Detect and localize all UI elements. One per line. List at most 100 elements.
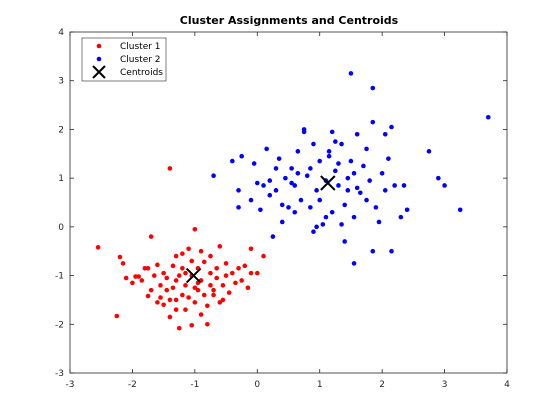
data-point <box>373 205 379 210</box>
legend-label: Centroids <box>120 68 163 78</box>
data-point <box>261 183 266 188</box>
data-point <box>354 132 360 137</box>
data-point <box>389 248 394 254</box>
data-point <box>123 275 129 281</box>
data-point <box>205 321 210 327</box>
data-point <box>273 166 279 171</box>
chart-title: Cluster Assignments and Centroids <box>180 14 399 27</box>
data-point <box>164 275 170 281</box>
data-point <box>286 205 291 210</box>
data-point <box>239 278 244 283</box>
data-point <box>258 207 263 213</box>
data-point <box>189 322 195 328</box>
data-point <box>329 209 335 215</box>
data-point <box>133 274 138 279</box>
data-point <box>151 273 157 278</box>
y-tick-label: 1 <box>58 174 64 184</box>
data-point <box>389 124 394 130</box>
data-point <box>245 285 251 291</box>
data-point <box>345 175 351 181</box>
data-point <box>314 188 319 193</box>
data-point <box>376 219 382 225</box>
data-point <box>386 156 391 161</box>
data-point <box>248 197 254 203</box>
data-point <box>370 248 376 254</box>
data-point <box>223 273 229 278</box>
data-point <box>276 156 282 161</box>
data-point <box>217 300 223 305</box>
data-point <box>239 153 244 159</box>
data-point <box>192 285 198 291</box>
data-point <box>186 246 191 252</box>
data-point <box>173 278 179 283</box>
data-point <box>401 183 407 188</box>
data-point <box>261 253 266 259</box>
data-point <box>176 273 182 278</box>
data-point <box>292 209 298 215</box>
data-point <box>348 71 354 76</box>
plot-area <box>95 71 491 331</box>
data-point <box>120 261 126 266</box>
data-point <box>211 173 216 179</box>
data-point <box>404 207 410 213</box>
data-point <box>279 219 285 225</box>
data-point <box>317 158 323 164</box>
data-point <box>351 214 357 220</box>
data-point <box>308 205 313 210</box>
series-2 <box>211 71 491 266</box>
data-point <box>329 129 335 135</box>
data-point <box>361 163 366 169</box>
legend-centroid-icon <box>92 65 106 79</box>
x-tick-label: -1 <box>190 380 199 390</box>
data-point <box>351 170 357 176</box>
data-point <box>357 190 363 196</box>
data-point <box>198 248 204 254</box>
data-point <box>214 275 220 281</box>
centroid-marker <box>320 175 336 191</box>
data-point <box>298 197 304 203</box>
data-point <box>130 280 135 286</box>
data-point <box>186 295 191 300</box>
data-point <box>161 270 166 276</box>
x-tick-label: -2 <box>128 380 137 390</box>
data-point <box>201 292 207 298</box>
series-1 <box>95 166 266 331</box>
series-3 <box>185 175 336 284</box>
data-point <box>370 85 376 91</box>
data-point <box>198 312 204 317</box>
y-tick-label: 2 <box>58 125 64 135</box>
data-point <box>226 290 232 295</box>
data-point <box>167 314 173 320</box>
data-point <box>148 234 154 239</box>
data-point <box>155 300 160 305</box>
data-point <box>114 313 120 319</box>
data-point <box>180 265 185 271</box>
data-point <box>370 119 376 125</box>
data-point <box>211 292 216 298</box>
data-point <box>382 132 388 137</box>
centroid-marker <box>185 267 202 284</box>
data-point <box>436 175 441 181</box>
data-point <box>254 270 260 276</box>
data-point <box>442 183 447 188</box>
data-point <box>236 205 241 210</box>
x-tick-label: 3 <box>442 380 448 390</box>
data-point <box>167 297 173 303</box>
data-point <box>220 297 226 303</box>
data-point <box>382 188 388 193</box>
x-tick-label: 0 <box>254 380 260 390</box>
data-point <box>158 283 163 288</box>
data-point <box>208 283 213 288</box>
data-point <box>145 265 151 271</box>
data-point <box>273 188 279 193</box>
data-point <box>183 270 188 276</box>
x-tick-label: 4 <box>504 380 510 390</box>
data-point <box>95 245 101 250</box>
data-point <box>233 280 238 286</box>
data-point <box>164 287 170 293</box>
data-point <box>333 168 338 174</box>
data-point <box>379 170 385 176</box>
data-point <box>336 183 341 188</box>
legend-marker <box>96 43 102 49</box>
data-point <box>364 146 369 152</box>
